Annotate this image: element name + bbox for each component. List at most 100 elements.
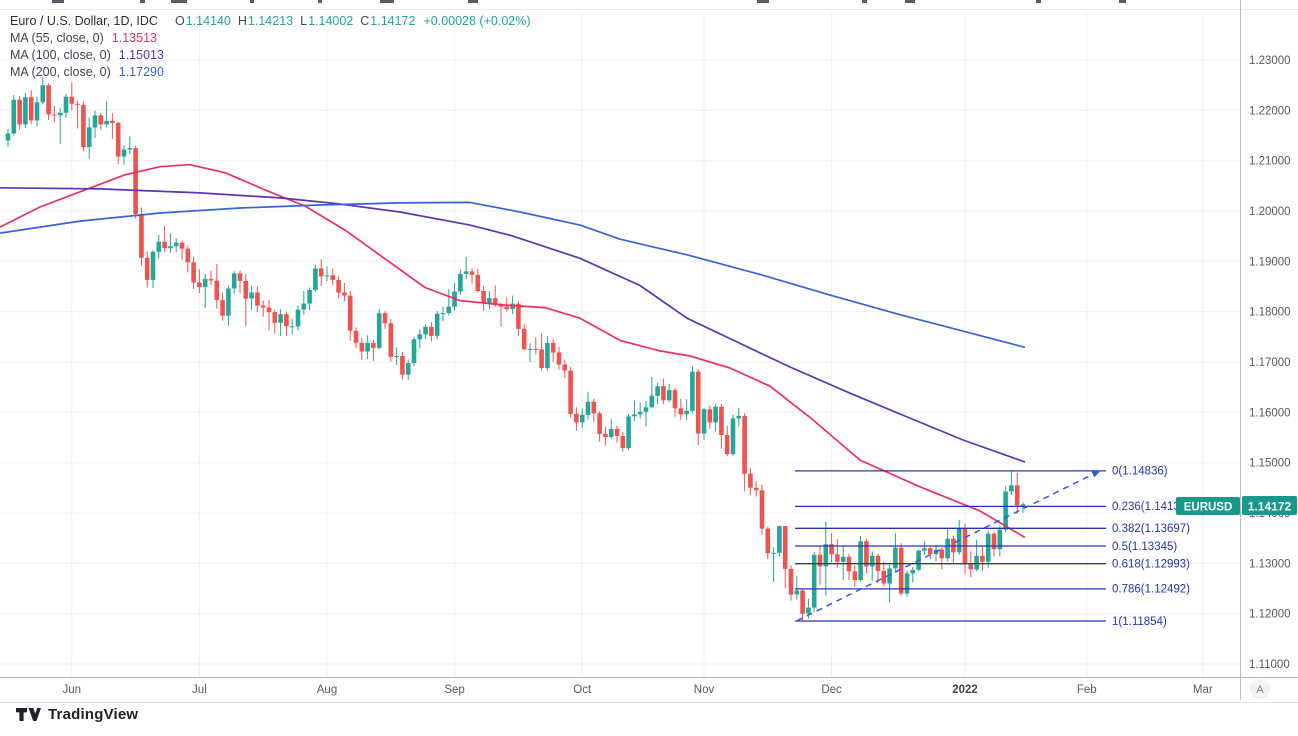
auto-scale-button[interactable]: A: [1250, 679, 1270, 699]
price-axis[interactable]: 1.23000 1.22000 1.21000 1.20000 1.19000 1.180…: [1249, 55, 1291, 671]
candle-body: [139, 214, 144, 258]
candle-body: [881, 570, 887, 584]
candle-body: [475, 274, 481, 291]
fib-level-label: 0.786(1.12492): [1112, 584, 1190, 596]
candle-body: [806, 607, 811, 614]
candle-body: [394, 356, 399, 357]
candle-body: [614, 428, 620, 436]
fib-level-label: 0.382(1.13697): [1112, 523, 1190, 535]
clipped-text-fragment: [905, 0, 915, 3]
candle-body: [301, 303, 307, 310]
candle-body: [423, 326, 428, 335]
candle-body: [463, 271, 469, 274]
candle-body: [922, 548, 927, 551]
candle-body: [927, 548, 933, 555]
candle-body: [527, 348, 533, 350]
legend-ma200-row[interactable]: MA (200, close, 0) 1.17290: [10, 63, 531, 80]
tradingview-logo[interactable]: TradingView: [16, 706, 138, 723]
tradingview-logo-text: TradingView: [48, 706, 139, 723]
time-axis[interactable]: Jun Jul Aug Sep Oct Nov Dec 2022 Feb Mar: [63, 684, 1213, 696]
ohlc-open-value: 1.14140: [185, 13, 231, 28]
fibonacci-retracement[interactable]: 0(1.14836) 0.236(1.14132) 0.382(1.13697) 0.…: [795, 466, 1190, 628]
ma100-label: MA (100, close, 0): [10, 47, 111, 62]
candle-body: [336, 280, 341, 293]
candle-body: [63, 96, 69, 113]
candle-body: [191, 262, 196, 283]
price-axis-label: 1.20000: [1249, 206, 1291, 218]
time-axis-label: 2022: [952, 684, 978, 696]
time-axis-label: Sep: [444, 684, 464, 696]
candle-body: [782, 526, 788, 569]
candle-body: [260, 305, 266, 308]
candle-body: [893, 547, 898, 569]
candle-body: [446, 306, 452, 314]
candle-body: [545, 342, 550, 369]
candle-body: [823, 544, 829, 567]
candle-body: [504, 306, 510, 310]
candle-body: [852, 571, 858, 580]
candle-body: [759, 490, 765, 529]
candle-body: [110, 120, 115, 123]
candle-body: [57, 112, 63, 116]
candle-body: [591, 401, 597, 414]
candle-body: [133, 148, 138, 214]
candle-body: [829, 544, 834, 555]
candle-body: [127, 148, 133, 150]
legend-symbol-row[interactable]: Euro / U.S. Dollar, 1D, IDC O 1.14140 H 1.…: [10, 12, 531, 29]
candle-body: [365, 342, 370, 352]
candle-body: [231, 273, 237, 289]
candle-body: [997, 529, 1003, 550]
candle-body: [429, 326, 434, 336]
candle-body: [742, 415, 747, 474]
candle-body: [672, 390, 678, 409]
price-change-value: +0.00028 (+0.02%): [423, 13, 531, 28]
clipped-text-fragment: [250, 0, 254, 3]
candle-body: [46, 85, 51, 115]
time-axis-label: Oct: [573, 684, 592, 696]
candle-body: [980, 555, 985, 562]
legend-ma100-row[interactable]: MA (100, close, 0) 1.15013: [10, 46, 531, 63]
candle-body: [255, 292, 260, 306]
candle-body: [788, 568, 794, 595]
candles-layer: [5, 77, 1026, 621]
candle-body: [556, 352, 562, 365]
candle-body: [794, 590, 800, 595]
candle-body: [400, 356, 405, 375]
candle-body: [550, 342, 556, 353]
candle-body: [632, 414, 637, 417]
candle-body: [695, 371, 701, 434]
trendline[interactable]: [796, 469, 1102, 622]
clipped-text-fragment: [468, 0, 478, 3]
auto-scale-button-bg: [1250, 679, 1270, 699]
candle-body: [608, 428, 614, 437]
ohlc-close-value: 1.14172: [370, 13, 416, 28]
trendline-dashed-segment: [796, 469, 1102, 622]
candle-body: [388, 323, 394, 357]
candle-body: [864, 541, 869, 567]
time-axis-label: Aug: [317, 684, 337, 696]
candle-body: [626, 416, 631, 449]
candle-body: [898, 547, 904, 594]
candle-body: [318, 268, 324, 277]
candle-body: [313, 268, 318, 290]
candle-body: [342, 292, 347, 296]
clipped-text-fragment: [171, 0, 187, 3]
candle-body: [637, 411, 643, 415]
candle-body: [701, 409, 707, 434]
candle-body: [620, 436, 626, 449]
candle-body: [777, 526, 782, 553]
candle-body: [904, 573, 910, 594]
candle-body: [771, 552, 776, 554]
time-axis-label: Dec: [821, 684, 842, 696]
ohlc-low-value: 1.14002: [308, 13, 354, 28]
candle-body: [17, 99, 22, 125]
candle-body: [1009, 485, 1014, 492]
candle-body: [574, 413, 579, 423]
candle-body: [115, 122, 121, 157]
candle-body: [974, 555, 979, 570]
candle-body: [492, 298, 498, 306]
ohlc-high-value: 1.14213: [247, 13, 294, 28]
legend-ma55-row[interactable]: MA (55, close, 0) 1.13513: [10, 29, 531, 46]
